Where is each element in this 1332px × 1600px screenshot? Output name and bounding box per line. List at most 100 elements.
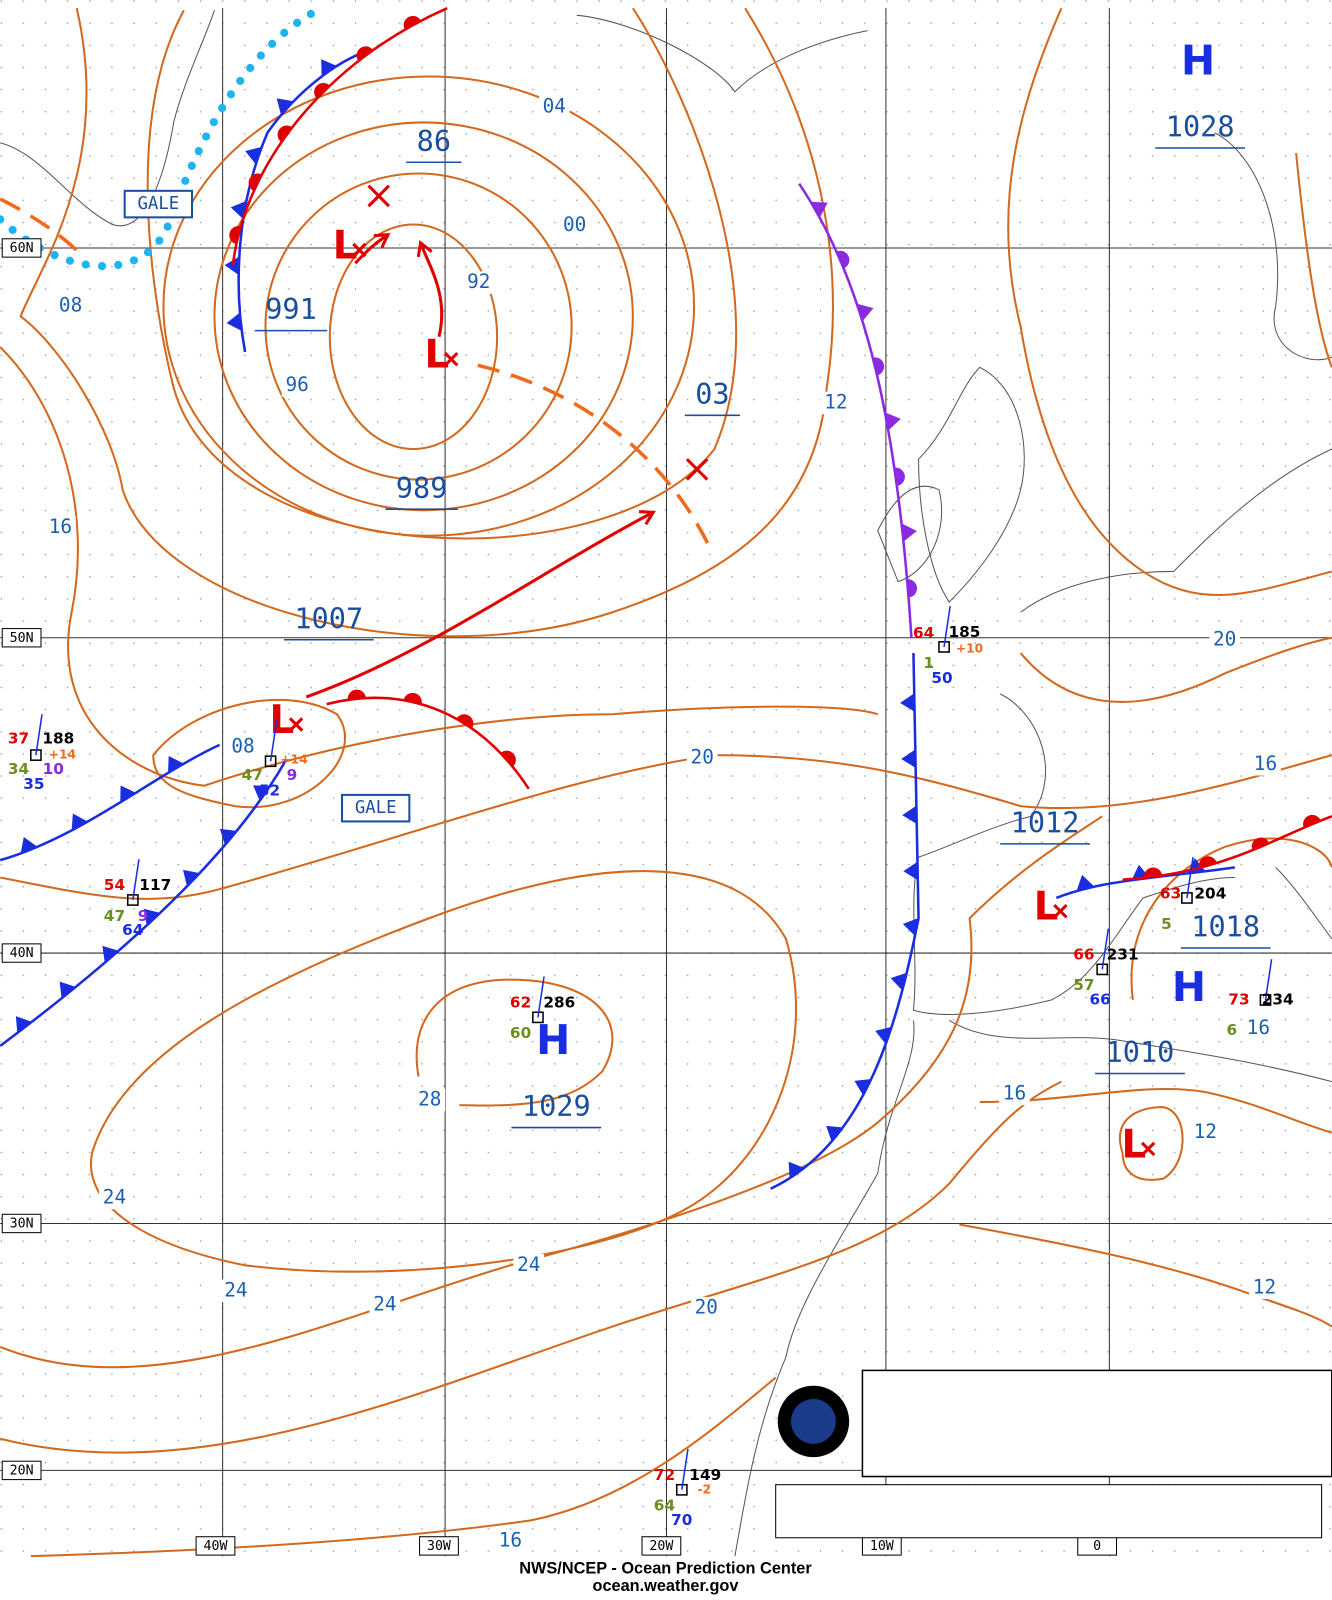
station-value: 62	[510, 994, 531, 1012]
front-triangle	[71, 813, 88, 831]
front-triangle	[903, 861, 918, 881]
front-semicircle	[403, 15, 421, 30]
front-triangle	[253, 785, 271, 801]
isobar-label: 16	[1003, 1081, 1026, 1104]
footer-url: ocean.weather.gov	[593, 1577, 739, 1595]
station-value: 286	[543, 994, 575, 1012]
lon-label: 10W	[870, 1539, 894, 1554]
isobar-label-bg	[281, 374, 313, 397]
wind-barb	[681, 1448, 689, 1490]
station-value: 9	[138, 907, 149, 925]
isobar-label: 12	[824, 391, 847, 414]
lon-label-box	[641, 1536, 682, 1556]
lat-label-box	[1, 238, 42, 258]
station-value: 70	[671, 1511, 692, 1529]
isobar-label: 00	[563, 213, 586, 236]
center-pressure: 1012	[1011, 805, 1080, 839]
isobar-label: 04	[543, 95, 566, 118]
front-semicircle	[907, 579, 917, 598]
front-triangle	[276, 98, 294, 115]
front-triangle	[20, 836, 38, 854]
isobar-label-bg	[99, 1186, 130, 1210]
isobar-label: 08	[231, 734, 254, 757]
isobar-label-bg	[1209, 628, 1240, 652]
station-value: 64	[913, 624, 934, 642]
front-triangle	[245, 146, 262, 165]
front-triangle	[856, 303, 874, 322]
trough	[0, 197, 84, 257]
track-arrowhead	[416, 240, 433, 258]
fronts	[0, 4, 1332, 1190]
forecast-track	[419, 242, 444, 338]
station-value: 73	[1228, 991, 1249, 1009]
isobar-label-bg	[227, 735, 259, 759]
low-x	[1053, 904, 1068, 919]
station-value: 34	[8, 760, 29, 778]
front-triangle	[890, 972, 907, 991]
station-value: 47	[242, 766, 263, 784]
isobar-label-bg	[1250, 753, 1281, 776]
isobar-label-bg	[414, 1088, 446, 1112]
trough	[477, 363, 714, 552]
front-triangle	[901, 523, 917, 542]
track-arrowhead	[373, 232, 391, 249]
front-semicircle	[500, 750, 516, 767]
front-triangle	[902, 917, 919, 936]
isobar-label-bg	[463, 271, 495, 294]
station-value: 66	[1090, 991, 1111, 1009]
isobar-label: 28	[418, 1088, 441, 1111]
station-value: +14	[49, 748, 76, 762]
station-value: 60	[510, 1024, 531, 1042]
front-triangle	[901, 749, 916, 768]
isobar-label-bg	[55, 294, 86, 318]
lon-label: 40W	[204, 1539, 228, 1554]
warning-box	[340, 793, 411, 823]
lat-label: 20N	[10, 1463, 34, 1478]
center-pressure: 989	[396, 471, 448, 505]
isobar-label: 16	[49, 515, 72, 538]
station-value: 50	[931, 669, 952, 687]
isobar-label: 08	[59, 294, 82, 317]
front-triangle	[902, 805, 917, 824]
station-value: 72	[654, 1466, 675, 1484]
station-value: 204	[1194, 884, 1226, 902]
isobar-label-bg	[559, 214, 590, 237]
isobar-label-bg	[495, 1529, 526, 1553]
isobar-label: 24	[517, 1253, 540, 1276]
front-triangle	[810, 201, 828, 218]
lat-label: 60N	[10, 241, 34, 256]
isobar-label: 24	[103, 1185, 126, 1208]
isobar-label: 20	[691, 746, 714, 769]
station-value: 9	[287, 766, 298, 784]
station-value: 64	[122, 921, 143, 939]
isobar-label-bg	[999, 1082, 1030, 1106]
front-triangle	[826, 1125, 844, 1142]
warm-front	[326, 696, 530, 790]
center-pressure: 1010	[1106, 1035, 1175, 1069]
info-box	[861, 1369, 1332, 1478]
footer-agency: NWS/NCEP - Ocean Prediction Center	[519, 1560, 812, 1578]
front-triangle	[885, 412, 901, 431]
front-triangle	[875, 1026, 892, 1045]
isobar-label: 20	[695, 1296, 718, 1319]
warning-box	[123, 189, 194, 219]
station-value: 5	[1161, 915, 1172, 933]
station-value: 149	[689, 1466, 721, 1484]
station-value: +14	[280, 753, 307, 767]
front-semicircle	[1143, 867, 1163, 878]
center-pressure: 991	[265, 292, 317, 326]
low-x	[1140, 1141, 1156, 1157]
station-value: +10	[956, 641, 983, 655]
warm-front	[231, 6, 448, 266]
forecast-track	[305, 510, 654, 699]
forecast-track	[354, 233, 389, 265]
center-pressure: 03	[695, 377, 729, 411]
station-value: 52	[259, 781, 280, 799]
front-triangle	[1076, 874, 1095, 891]
isobar-label-bg	[1249, 1276, 1280, 1299]
center-pressure: 86	[417, 124, 451, 158]
station-value: 54	[104, 876, 125, 894]
isobar-label: 92	[467, 270, 490, 293]
center-pressure: 1028	[1166, 110, 1235, 144]
lat-label-box	[1, 1213, 42, 1234]
